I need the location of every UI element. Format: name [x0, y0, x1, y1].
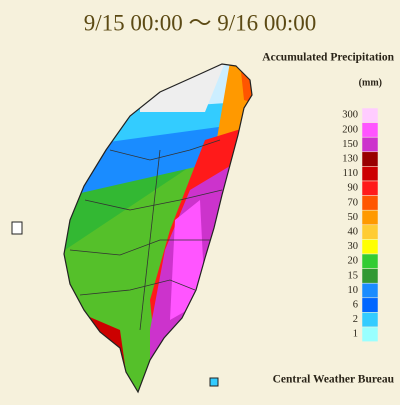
legend-label: 50	[348, 212, 359, 223]
legend-swatch	[361, 253, 379, 269]
legend-swatch	[361, 166, 379, 182]
legend-label: 30	[348, 241, 359, 252]
legend-swatch	[361, 312, 379, 328]
legend-label: 110	[343, 168, 358, 179]
legend-swatch	[361, 326, 379, 342]
coastline	[63, 63, 253, 394]
legend-swatch	[361, 297, 379, 313]
legend-swatch	[361, 107, 379, 123]
legend-swatch	[361, 180, 379, 196]
county-border	[84, 189, 223, 211]
credit: Central Weather Bureau	[273, 374, 395, 386]
county-border	[139, 149, 161, 331]
legend-swatch	[361, 224, 379, 240]
legend-label: 90	[348, 183, 359, 194]
legend-swatch	[361, 282, 379, 299]
legend-label: 150	[342, 139, 358, 150]
legend-title: Accumulated Precipitation	[262, 52, 394, 64]
legend-swatch	[361, 136, 379, 153]
legend-label: 15	[348, 270, 359, 281]
island	[11, 221, 23, 235]
legend-swatch	[361, 122, 379, 138]
island	[209, 377, 219, 387]
county-border	[109, 139, 221, 161]
legend-unit: (mm)	[359, 77, 382, 88]
legend-label: 20	[348, 256, 359, 267]
legend-swatch	[361, 268, 379, 284]
legend-label: 40	[348, 227, 359, 238]
county-border	[69, 239, 210, 256]
legend-label: 130	[342, 154, 358, 165]
legend-label: 10	[348, 285, 359, 296]
legend-label: 6	[353, 300, 358, 311]
legend-label: 70	[348, 197, 359, 208]
legend: 300 200 150 130 110 90 70 50 40 30 20 15 10 6 2 1	[342, 107, 379, 342]
legend-swatch	[361, 195, 379, 211]
legend-label: 1	[353, 329, 358, 340]
county-border	[79, 279, 196, 296]
legend-label: 200	[342, 124, 358, 135]
map-title: 9/15 00:00 ～ 9/16 00:00	[84, 10, 317, 35]
legend-label: 2	[353, 314, 358, 325]
legend-label: 300	[342, 110, 358, 121]
legend-swatch	[361, 151, 379, 167]
legend-swatch	[361, 209, 379, 226]
legend-swatch	[361, 239, 379, 255]
